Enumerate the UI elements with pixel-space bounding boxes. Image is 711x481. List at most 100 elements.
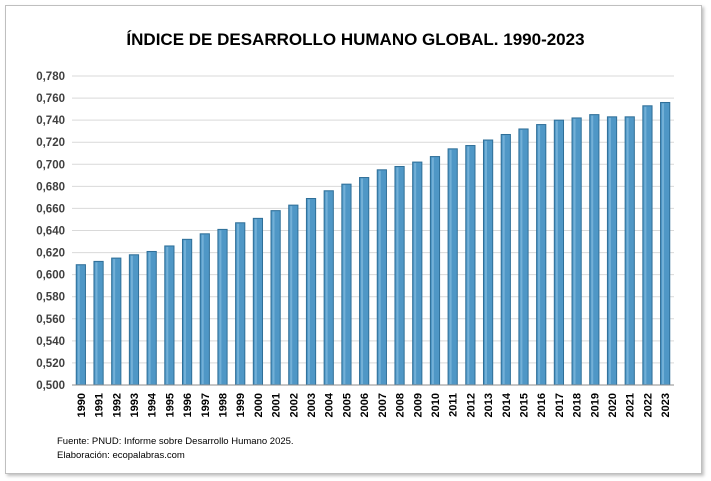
bar-2023 [660, 101, 671, 386]
bar-highlight [573, 118, 576, 384]
y-tick-label: 0,780 [36, 71, 65, 83]
bar-highlight [77, 265, 80, 384]
y-tick-label: 0,680 [36, 181, 65, 193]
bar-highlight [325, 191, 328, 384]
bar-2004 [323, 190, 334, 386]
bar-highlight [396, 167, 399, 384]
x-tick-label: 2009 [412, 393, 424, 417]
x-tick-label: 2008 [395, 393, 407, 417]
bar-2017 [553, 119, 565, 386]
bar-1991 [93, 260, 104, 386]
bar-2002 [288, 204, 299, 386]
x-tick-label: 2018 [572, 393, 584, 417]
source-note: Fuente: PNUD: Informe sobre Desarrollo H… [57, 436, 294, 447]
y-tick-label: 0,640 [36, 226, 65, 238]
bar-2018 [571, 117, 582, 386]
x-tick-label: 2001 [271, 393, 283, 417]
gridlines [72, 75, 674, 386]
bar-1999 [235, 222, 246, 386]
bar-highlight [591, 115, 594, 384]
bar-2015 [518, 128, 529, 386]
bar-1997 [199, 233, 210, 386]
x-tick-label: 2003 [306, 393, 318, 417]
x-axis-tick-labels: 1990 1991 1992 1993 1994 1995 1996 1997 1998 1999… [76, 392, 672, 417]
x-tick-label: 2016 [536, 393, 548, 417]
y-tick-label: 0,560 [36, 314, 65, 326]
y-tick-label: 0,740 [36, 115, 65, 127]
bar-highlight [290, 206, 293, 384]
y-tick-label: 0,620 [36, 248, 65, 260]
x-tick-label: 1991 [94, 393, 106, 417]
y-tick-label: 0,600 [36, 270, 65, 282]
bar-highlight [166, 246, 169, 384]
bar-1998 [217, 228, 228, 386]
bar-1990 [75, 264, 86, 386]
bar-highlight [414, 163, 417, 384]
bar-highlight [237, 223, 240, 384]
y-tick-label: 0,720 [36, 137, 65, 149]
bar-2008 [394, 165, 405, 386]
x-tick-label: 2022 [642, 393, 654, 417]
bar-highlight [254, 219, 257, 384]
bar-highlight [449, 149, 452, 384]
bar-highlight [520, 129, 523, 384]
bar-2020 [606, 116, 618, 386]
bar-highlight [431, 157, 434, 384]
x-tick-label: 1993 [129, 393, 141, 417]
bar-highlight [626, 117, 629, 384]
x-tick-label: 1996 [182, 393, 194, 417]
bar-highlight [130, 255, 133, 384]
bar-1993 [128, 254, 140, 386]
x-tick-label: 2000 [253, 393, 265, 417]
bar-2019 [589, 114, 600, 386]
x-tick-label: 2005 [341, 393, 353, 417]
bar-highlight [307, 199, 310, 384]
x-tick-label: 2002 [288, 393, 300, 417]
chart-title: ÍNDICE DE DESARROLLO HUMANO GLOBAL. 1990… [126, 30, 585, 49]
bar-highlight [378, 170, 381, 384]
x-tick-label: 2010 [430, 393, 442, 417]
bar-2009 [412, 161, 423, 386]
x-tick-label: 2012 [465, 393, 477, 417]
bar-highlight [662, 103, 665, 384]
bar-2006 [359, 177, 370, 386]
bar-highlight [148, 252, 151, 384]
bar-highlight [502, 135, 505, 384]
y-tick-label: 0,760 [36, 93, 65, 105]
bar-2011 [447, 148, 458, 386]
bars [75, 101, 671, 386]
bar-highlight [183, 240, 186, 384]
x-tick-label: 1992 [111, 393, 123, 417]
x-tick-label: 2021 [625, 393, 637, 417]
x-tick-label: 2013 [483, 393, 495, 417]
x-tick-label: 1995 [164, 393, 176, 417]
bar-2001 [270, 210, 281, 386]
bar-highlight [95, 262, 98, 384]
bar-2000 [252, 217, 264, 386]
y-tick-label: 0,520 [36, 358, 65, 370]
x-tick-label: 2020 [607, 393, 619, 417]
x-tick-label: 2011 [448, 393, 460, 417]
bar-2005 [341, 183, 352, 386]
y-tick-label: 0,540 [36, 336, 65, 348]
x-tick-label: 2017 [554, 393, 566, 417]
bar-highlight [361, 178, 364, 384]
x-tick-label: 1990 [76, 393, 88, 417]
y-tick-label: 0,500 [36, 380, 65, 392]
bar-highlight [484, 141, 487, 384]
x-tick-label: 1997 [200, 393, 212, 417]
bar-2013 [482, 139, 494, 386]
x-tick-label: 1998 [218, 393, 230, 417]
bar-highlight [343, 185, 346, 384]
x-tick-label: 2004 [324, 392, 336, 417]
y-tick-label: 0,580 [36, 292, 65, 304]
y-tick-label: 0,660 [36, 203, 65, 215]
x-tick-label: 2007 [377, 393, 389, 417]
bar-2022 [642, 105, 653, 386]
bar-2010 [429, 156, 441, 386]
bar-highlight [555, 121, 558, 385]
bar-2021 [624, 116, 635, 386]
bar-2016 [536, 124, 547, 386]
x-tick-label: 2006 [359, 393, 371, 417]
